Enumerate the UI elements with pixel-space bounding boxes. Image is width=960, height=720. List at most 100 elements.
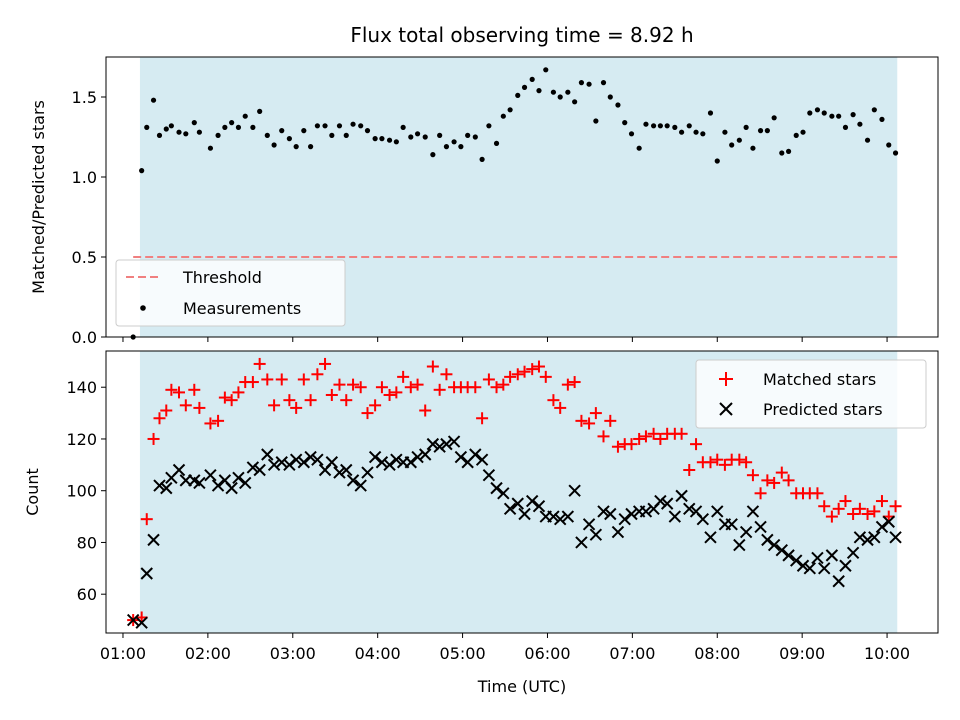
predicted-star-point	[654, 494, 667, 508]
predicted-star-point	[796, 559, 810, 572]
measurement-point	[565, 89, 571, 95]
measurement-point	[657, 123, 663, 129]
predicted-star-point	[419, 448, 432, 461]
x-tick-label: 02:00	[185, 644, 231, 663]
predicted-star-point	[861, 533, 874, 547]
measurement-point	[479, 156, 485, 162]
measurement-point	[779, 150, 785, 156]
measurement-point	[264, 132, 270, 138]
measurement-point	[293, 144, 299, 150]
measurement-point	[414, 131, 421, 137]
matched-star-point	[419, 404, 432, 417]
measurement-point	[886, 142, 892, 148]
measurement-point	[785, 148, 792, 154]
predicted-star-point	[239, 476, 252, 490]
predicted-star-point	[511, 497, 524, 510]
matched-star-point	[212, 414, 225, 427]
matched-star-point	[811, 487, 824, 500]
x-tick-label: 06:00	[524, 644, 570, 663]
predicted-star-point	[754, 520, 767, 534]
matched-star-point	[275, 373, 288, 386]
predicted-star-point	[882, 515, 895, 528]
measurement-point	[207, 145, 214, 151]
measurement-point	[314, 123, 320, 129]
measurement-point	[743, 124, 749, 130]
measurement-point	[191, 120, 197, 126]
x-axis-label: Time (UTC)	[477, 677, 566, 696]
predicted-star-point	[383, 458, 396, 472]
measurement-point	[593, 118, 599, 124]
measurement-point	[750, 145, 756, 151]
predicted-star-point	[660, 497, 674, 510]
y-tick-label: 60	[77, 585, 97, 604]
predicted-star-point	[333, 466, 346, 479]
measurement-point	[437, 132, 443, 138]
measurement-point	[800, 129, 806, 135]
predicted-star-point	[568, 484, 581, 497]
predicted-star-point	[160, 481, 173, 495]
matched-star-point	[539, 370, 552, 383]
measurement-point	[736, 137, 742, 143]
measurement-point	[358, 123, 364, 129]
measurement-point	[622, 120, 628, 126]
matched-star-point	[375, 381, 388, 394]
predicted-star-point	[725, 518, 738, 531]
matched-star-point	[868, 505, 881, 518]
matched-star-point	[575, 414, 588, 427]
predicted-star-point	[767, 538, 781, 552]
predicted-star-point	[267, 458, 281, 472]
measurement-point	[235, 124, 242, 130]
measurement-point	[829, 113, 835, 119]
legend-top: Threshold Measurements	[115, 259, 346, 327]
measurement-point	[757, 128, 764, 134]
y-axis-label-bottom: Count	[23, 468, 42, 516]
matched-star-point	[746, 469, 759, 482]
predicted-star-point	[782, 549, 795, 562]
matched-star-point	[740, 456, 753, 469]
matched-star-point	[165, 383, 178, 396]
matched-star-point	[404, 381, 417, 394]
matched-star-point	[561, 378, 574, 391]
predicted-star-point	[211, 479, 225, 492]
measurement-point	[144, 124, 150, 130]
predicted-star-point	[246, 461, 260, 474]
x-tick-label: 08:00	[694, 644, 740, 663]
matched-star-point	[246, 376, 259, 389]
x-axis-ticks-bottom: 01:00 02:00 03:00 04:00 05:00 06:00 07:00 08:00…	[100, 633, 910, 663]
matched-star-point	[311, 368, 324, 381]
measurement-point	[150, 97, 157, 103]
matched-star-point	[654, 432, 667, 445]
matched-star-point	[390, 386, 403, 399]
matched-star-point	[482, 373, 495, 386]
matched-star-point	[383, 388, 396, 401]
predicted-star-point	[325, 456, 339, 469]
predicted-star-point	[746, 505, 760, 518]
predicted-star-point	[440, 437, 453, 451]
predicted-star-point	[739, 525, 753, 539]
y-tick-label: 80	[77, 533, 97, 552]
measurement-point	[771, 115, 777, 121]
matched-star-point	[639, 430, 652, 443]
matched-star-point	[782, 474, 795, 487]
matched-star-point	[775, 466, 788, 479]
legend-measurements-label: Measurements	[183, 299, 301, 318]
matched-star-point	[290, 401, 303, 414]
measurement-point	[586, 81, 592, 87]
measurement-point	[679, 129, 685, 135]
predicted-star-point	[832, 575, 845, 588]
x-tick-label: 03:00	[270, 644, 316, 663]
measurement-point	[493, 140, 500, 146]
measurement-point	[400, 124, 406, 130]
measurement-point	[257, 108, 263, 114]
predicted-star-point	[469, 448, 482, 461]
matched-star-point	[847, 507, 860, 520]
predicted-star-point	[711, 505, 724, 518]
matched-star-point	[718, 458, 731, 471]
matched-star-point	[153, 412, 166, 425]
measurement-point	[672, 124, 678, 130]
measurement-point	[664, 123, 670, 129]
predicted-star-point	[475, 453, 489, 466]
measurement-point	[430, 152, 436, 158]
predicted-star-point	[490, 481, 503, 495]
predicted-star-point	[503, 502, 517, 516]
